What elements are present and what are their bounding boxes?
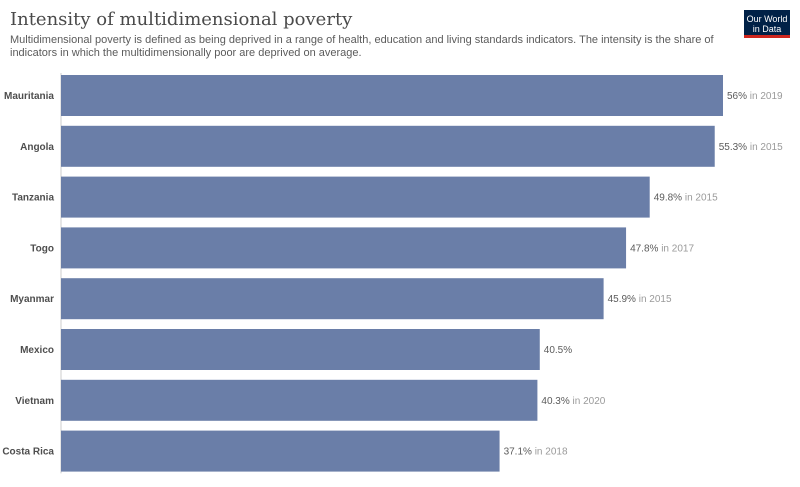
category-label: Myanmar (10, 294, 54, 305)
value-text: 40.3% (541, 396, 569, 407)
bar-costa-rica[interactable] (61, 430, 500, 472)
value-label: 40.3% in 2020 (541, 396, 605, 407)
category-label: Mexico (20, 345, 54, 356)
value-text: 55.3% (719, 142, 747, 153)
value-text: 45.9% (608, 294, 636, 305)
value-text: 49.8% (654, 193, 682, 204)
bar-togo[interactable] (61, 227, 627, 269)
year-text: in 2019 (747, 91, 783, 102)
value-text: 40.5% (544, 345, 572, 356)
bar-tanzania[interactable] (61, 176, 650, 218)
value-label: 47.8% in 2017 (630, 243, 694, 254)
logo-line-1: Our World (746, 14, 788, 24)
logo-line-2: in Data (752, 24, 782, 34)
year-text: in 2020 (570, 396, 606, 407)
year-text: in 2018 (532, 447, 568, 458)
value-text: 47.8% (630, 243, 658, 254)
bar-angola[interactable] (61, 125, 715, 167)
category-label: Costa Rica (2, 447, 54, 458)
category-label: Angola (20, 142, 54, 153)
value-text: 56% (727, 91, 747, 102)
chart-subtitle: Multidimensional poverty is defined as b… (10, 34, 714, 59)
value-label: 49.8% in 2015 (654, 193, 718, 204)
year-text: in 2015 (747, 142, 783, 153)
year-text: in 2015 (636, 294, 672, 305)
category-label: Vietnam (15, 396, 54, 407)
year-text: in 2017 (658, 243, 694, 254)
category-label: Togo (30, 243, 54, 254)
value-label: 55.3% in 2015 (719, 142, 783, 153)
chart-title: Intensity of multidimensional poverty (10, 9, 353, 30)
owid-logo[interactable]: Our World in Data (744, 10, 790, 38)
bar-mexico[interactable] (61, 329, 540, 370)
category-label: Tanzania (12, 193, 54, 204)
bar-myanmar[interactable] (61, 278, 604, 320)
value-label: 45.9% in 2015 (608, 294, 672, 305)
bar-mauritania[interactable] (61, 75, 723, 116)
bar-vietnam[interactable] (61, 379, 538, 421)
year-text: in 2015 (682, 193, 718, 204)
category-label: Mauritania (4, 91, 54, 102)
value-label: 56% in 2019 (727, 91, 783, 102)
value-label: 40.5% (544, 345, 572, 356)
value-label: 37.1% in 2018 (504, 447, 568, 458)
value-text: 37.1% (504, 447, 532, 458)
